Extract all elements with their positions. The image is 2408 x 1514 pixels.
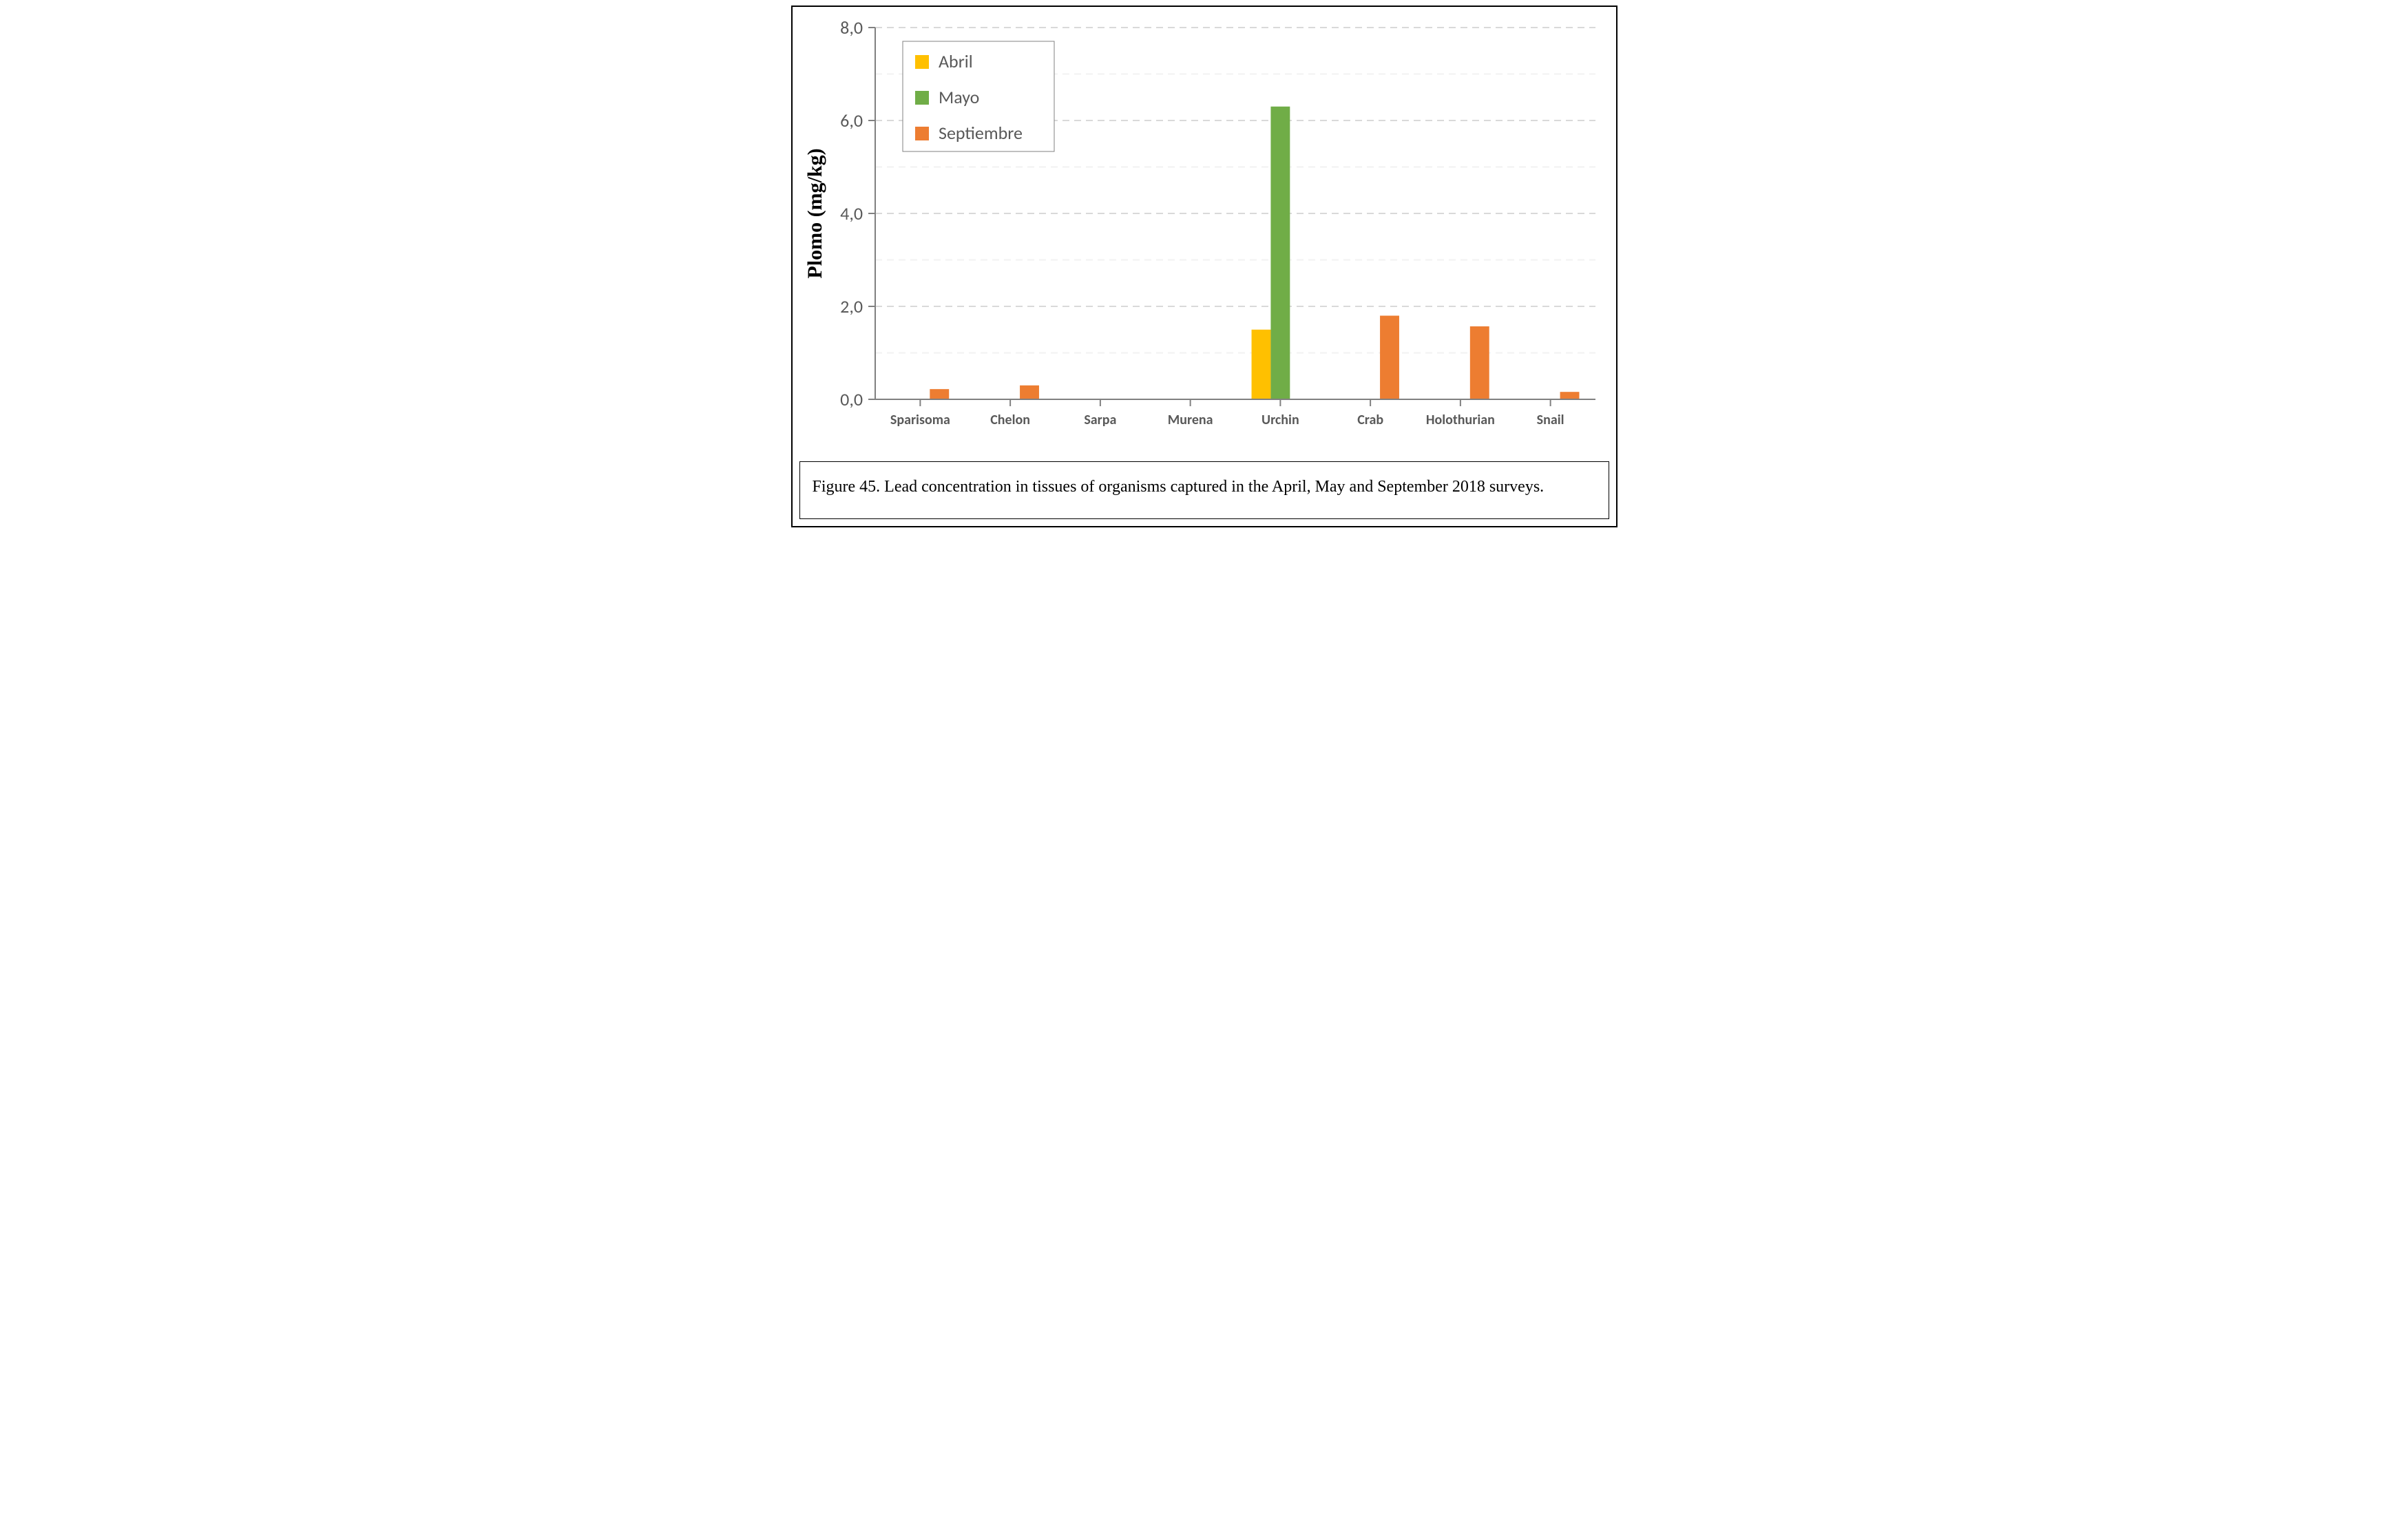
x-category-label: Snail [1536,412,1564,428]
legend-swatch [915,91,929,105]
x-category-label: Murena [1167,412,1213,428]
legend-swatch [915,127,929,140]
caption-text: Figure 45. Lead concentration in tissues… [813,478,1545,496]
figure-frame: 0,0 2,0 4,0 6,0 8,0 Plomo (mg/kg) Sparisoma Che… [791,6,1617,527]
y-tick-label: 8,0 [840,17,863,39]
lead-chart: 0,0 2,0 4,0 6,0 8,0 Plomo (mg/kg) Sparisoma Che… [799,14,1609,454]
bar [1469,326,1489,399]
y-tick-label: 0,0 [840,388,863,410]
x-category-label: Chelon [990,412,1030,428]
x-category-label: Urchin [1261,412,1299,428]
legend-label: Mayo [939,86,979,108]
x-category-label: Holothurian [1425,412,1494,428]
y-tick-label: 2,0 [840,295,863,317]
bar [930,389,949,399]
x-category-label: Sparisoma [890,412,950,428]
y-tick-label: 4,0 [840,202,863,224]
bar [1020,386,1039,399]
bar [1560,392,1579,399]
bar [1380,316,1399,400]
chart-svg: 0,0 2,0 4,0 6,0 8,0 Plomo (mg/kg) Sparisoma Che… [799,14,1609,454]
legend-label: Abril [939,50,973,72]
y-axis-label: Plomo (mg/kg) [804,148,826,278]
x-category-label: Crab [1357,412,1383,428]
figure-caption: Figure 45. Lead concentration in tissues… [799,461,1609,519]
bar [1270,107,1290,399]
bar [1251,330,1270,399]
legend-label: Septiembre [939,122,1023,144]
x-category-label: Sarpa [1084,412,1116,428]
y-tick-label: 6,0 [840,109,863,132]
legend-swatch [915,55,929,69]
